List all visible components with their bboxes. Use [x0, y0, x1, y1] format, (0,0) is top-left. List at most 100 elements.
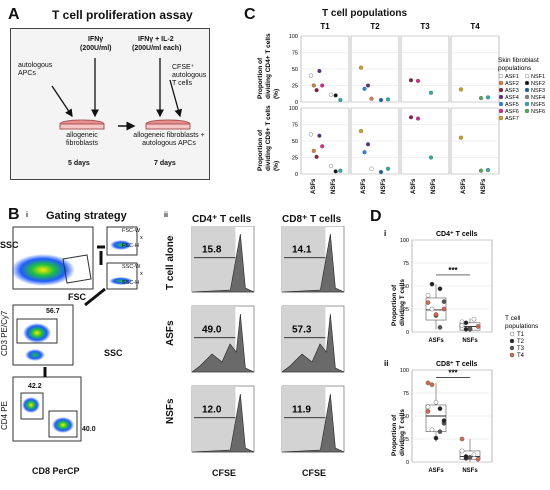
- ytick-label: 0: [295, 100, 298, 106]
- box-point: [459, 323, 465, 328]
- box-ylabel: Proportion ofdividing T cells: [391, 279, 406, 326]
- legend-label: ASF1: [505, 74, 519, 80]
- gate-cd8-value: 40.0: [82, 426, 96, 433]
- cd8-axis-label: CD8 PerCP: [32, 466, 80, 476]
- scatter-point: [478, 95, 484, 101]
- x2-label: x: [140, 271, 143, 277]
- box-point: [429, 306, 435, 312]
- xtick-label: NSFs: [331, 178, 337, 194]
- box-point: [467, 326, 473, 331]
- scatter-point: [338, 97, 343, 103]
- percent-label: 14.1: [292, 244, 312, 255]
- row-alone-label: T cell alone: [165, 235, 176, 290]
- legend-marker: [498, 94, 504, 100]
- ytick-label: 100: [400, 238, 409, 244]
- significance-label: ***: [448, 266, 458, 275]
- box-point: [437, 286, 443, 292]
- box-point: [459, 448, 465, 454]
- box-point: [429, 281, 435, 287]
- panel-d-letter: D: [370, 208, 382, 225]
- row-nsfs-label: NSFs: [165, 398, 176, 424]
- row-label-line: dividing CD8+ T cells: [265, 105, 272, 171]
- box-point: [471, 316, 477, 322]
- box-point: [441, 418, 447, 423]
- panel-b-sub-i: i: [26, 212, 28, 219]
- panel-c-letter: C: [244, 6, 256, 23]
- scatter-point: [369, 96, 374, 101]
- box-point: [467, 455, 473, 460]
- scatter-point: [378, 97, 384, 103]
- legend-label: NSF4: [531, 95, 545, 101]
- scatter-point: [358, 65, 364, 70]
- legend-title-line2: populations: [505, 323, 539, 330]
- legend-label: T2: [517, 339, 525, 345]
- ytick-label: 75: [292, 51, 298, 57]
- col-cd8-title: CD8⁺ T cells: [282, 214, 342, 225]
- box-title: CD8⁺ T cells: [436, 361, 478, 368]
- scatter-point: [415, 116, 421, 121]
- scatter-point: [362, 150, 367, 155]
- facet-label-T2: T2: [370, 22, 380, 31]
- legend-label: ASF4: [505, 95, 519, 101]
- x1-label: x: [140, 235, 143, 241]
- box-point: [441, 306, 447, 312]
- scatter-point: [311, 83, 316, 88]
- scatter-point: [428, 90, 434, 95]
- legend-marker: [509, 331, 515, 337]
- legend-label: ASF2: [505, 81, 519, 87]
- legend-marker: [498, 108, 504, 114]
- percent-label: 57.3: [292, 324, 312, 335]
- box-point: [425, 404, 431, 410]
- ytick-label: 0: [406, 330, 409, 336]
- legend-marker: [498, 73, 504, 79]
- legend-label: NSF5: [531, 102, 545, 108]
- fibroblasts-label: allogeneic fibroblasts: [66, 132, 98, 147]
- box-point: [433, 435, 439, 441]
- scatter-point: [320, 144, 325, 149]
- ytick-label: 75: [403, 261, 409, 267]
- ytick-label: 50: [403, 284, 409, 290]
- legend-marker: [524, 108, 530, 114]
- xtick-label: ASFs: [361, 178, 367, 194]
- cfse-xlabel-cd4: CFSE: [212, 468, 237, 478]
- legend-marker: [524, 94, 530, 100]
- legend-marker: [498, 115, 504, 121]
- scatter-point: [314, 88, 319, 93]
- box-point: [463, 326, 469, 332]
- sub-label: ii: [384, 359, 388, 368]
- ylabel-line: Proportion of: [391, 284, 398, 326]
- facet-label-T4: T4: [470, 22, 480, 31]
- panel-a-title: T cell proliferation assay: [52, 8, 193, 22]
- scatter-point: [458, 135, 464, 140]
- legend-marker: [498, 101, 504, 107]
- row-label-line: dividing CD4+ T cells: [265, 33, 272, 99]
- significance-label: ***: [448, 368, 458, 377]
- gate-ssc-label: SSC: [0, 240, 19, 250]
- ytick-label: 50: [403, 414, 409, 420]
- fscw-label: FSC-W: [122, 228, 141, 234]
- legend-label: NSF6: [531, 109, 545, 115]
- scatter-point: [428, 155, 434, 160]
- ytick-label: 100: [289, 34, 298, 40]
- legend-label: ASF6: [505, 109, 519, 115]
- box-point: [425, 292, 431, 298]
- scatter-point: [317, 133, 322, 138]
- ytick-label: 50: [292, 139, 298, 145]
- ssc2-label: SSC: [104, 348, 123, 358]
- box-point: [425, 409, 431, 414]
- facet-label-T1: T1: [320, 22, 330, 31]
- histogram-curve: [281, 393, 345, 453]
- xtick-label: ASFs: [428, 338, 444, 344]
- ylabel-line: dividing T cells: [399, 279, 406, 326]
- chart-c-title: T cell populations: [322, 8, 408, 19]
- scatter-point: [362, 86, 367, 91]
- gate-shading: [282, 226, 326, 292]
- percent-label: 12.0: [202, 404, 222, 415]
- legend-label: T1: [517, 332, 525, 338]
- scatter-point: [408, 115, 414, 120]
- legend-marker: [509, 352, 515, 358]
- cfse-cells-label: CFSE⁺ autologous T cells: [172, 64, 207, 87]
- xtick-label: NSFs: [462, 468, 478, 474]
- days-7-label: 7 days: [154, 160, 176, 167]
